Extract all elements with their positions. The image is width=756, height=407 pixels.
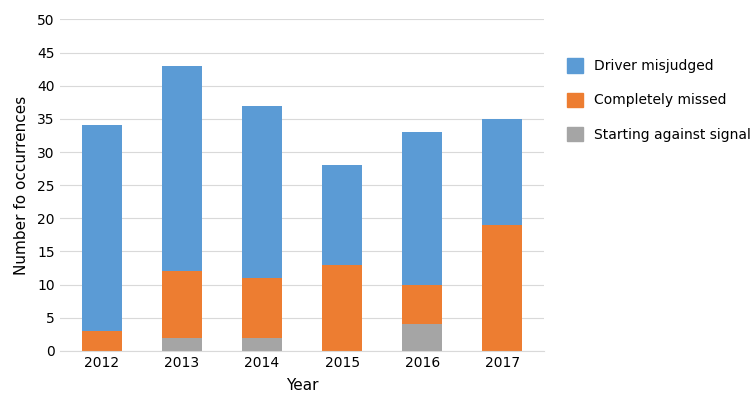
Bar bbox=[322, 165, 362, 265]
Bar bbox=[402, 132, 442, 284]
Bar bbox=[242, 278, 282, 338]
X-axis label: Year: Year bbox=[286, 378, 318, 393]
Bar bbox=[322, 265, 362, 351]
Bar bbox=[82, 125, 122, 331]
Legend: Driver misjudged, Completely missed, Starting against signal: Driver misjudged, Completely missed, Sta… bbox=[561, 53, 756, 147]
Bar bbox=[402, 324, 442, 351]
Bar bbox=[162, 338, 202, 351]
Bar bbox=[242, 338, 282, 351]
Bar bbox=[482, 119, 522, 225]
Bar bbox=[482, 225, 522, 351]
Bar bbox=[242, 105, 282, 278]
Bar bbox=[162, 271, 202, 338]
Bar bbox=[162, 66, 202, 271]
Bar bbox=[402, 284, 442, 324]
Bar bbox=[82, 331, 122, 351]
Y-axis label: Number fo occurrences: Number fo occurrences bbox=[14, 96, 29, 275]
